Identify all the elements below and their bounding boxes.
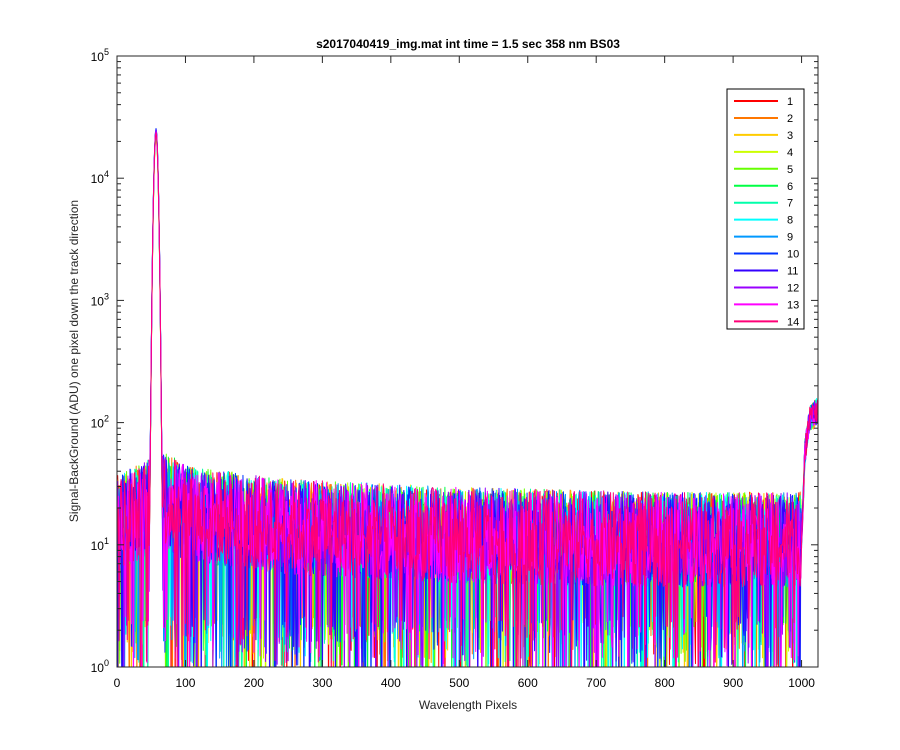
legend-label: 5 [787, 164, 793, 176]
plot-frame [116, 55, 819, 668]
x-tick-label: 500 [449, 676, 469, 690]
y-tick-label: 101 [91, 536, 109, 553]
x-tick-label: 1000 [788, 676, 815, 690]
y-tick-label: 105 [91, 47, 109, 64]
legend-label: 13 [787, 299, 799, 311]
legend-label: 4 [787, 147, 793, 159]
y-axis-label: Signal-BackGround (ADU) one pixel down t… [67, 200, 81, 522]
legend-label: 6 [787, 181, 793, 193]
legend-label: 14 [787, 316, 799, 328]
y-tick-label: 102 [91, 414, 109, 431]
legend-label: 8 [787, 215, 793, 227]
legend-label: 3 [787, 130, 793, 142]
ticks-layer: 0 100 200 300 400 500 600 700 800 900 100010010110… [91, 47, 818, 690]
legend-box [726, 88, 805, 330]
legend-label: 12 [787, 282, 799, 294]
series-line-14 [117, 132, 818, 667]
x-tick-label: 100 [175, 676, 195, 690]
x-tick-label: 400 [381, 676, 401, 690]
x-tick-label: 0 [114, 676, 121, 690]
legend-label: 11 [787, 266, 798, 278]
x-tick-label: 200 [244, 676, 264, 690]
x-tick-label: 300 [312, 676, 332, 690]
y-tick-label: 100 [91, 658, 109, 675]
y-tick-label: 104 [91, 169, 109, 186]
x-axis-label: Wavelength Pixels [419, 698, 517, 712]
series-layer [117, 128, 818, 667]
legend-label: 9 [787, 232, 793, 244]
chart-title: s2017040419_img.mat int time = 1.5 sec 3… [316, 37, 620, 51]
legend-label: 7 [787, 198, 793, 210]
y-tick-label: 103 [91, 291, 109, 308]
legend-label: 1 [787, 96, 793, 108]
x-tick-label: 800 [655, 676, 675, 690]
x-tick-label: 700 [586, 676, 606, 690]
legend-label: 2 [787, 113, 793, 125]
legend-label: 10 [787, 249, 799, 261]
x-tick-label: 600 [518, 676, 538, 690]
x-tick-label: 900 [723, 676, 743, 690]
